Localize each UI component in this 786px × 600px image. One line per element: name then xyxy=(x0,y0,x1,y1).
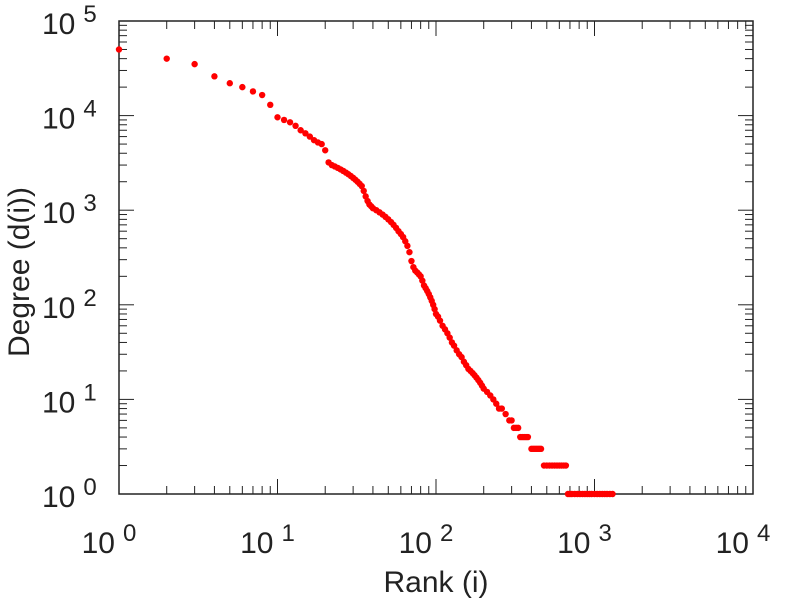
data-point xyxy=(358,182,365,190)
data-point xyxy=(239,83,246,91)
data-point xyxy=(609,490,616,498)
x-tick-label: 10 2 xyxy=(399,520,454,560)
y-axis-title: Degree (d(i)) xyxy=(3,187,36,357)
data-point xyxy=(292,122,299,130)
x-tick-label: 10 1 xyxy=(240,520,295,560)
data-point xyxy=(493,400,500,407)
data-point xyxy=(115,46,123,53)
data-point xyxy=(258,91,266,99)
y-tick-label: 10 1 xyxy=(42,379,97,419)
data-point xyxy=(514,424,522,432)
data-point xyxy=(297,127,304,134)
data-points xyxy=(115,46,616,498)
data-point xyxy=(446,334,453,341)
data-point xyxy=(431,305,438,313)
x-tick-labels: 10 0 10 1 10 2 10 3 10 4 xyxy=(82,520,771,560)
y-tick-label: 10 5 xyxy=(42,1,97,41)
data-point xyxy=(404,242,411,250)
data-point xyxy=(191,60,198,68)
y-tick-label: 10 3 xyxy=(42,190,97,230)
x-tick-label: 10 0 xyxy=(82,520,137,560)
data-point xyxy=(406,248,413,256)
data-point xyxy=(249,88,257,95)
data-point xyxy=(318,140,325,148)
data-point xyxy=(502,410,509,418)
minor-ticks xyxy=(118,20,754,495)
data-point xyxy=(322,147,329,154)
data-point xyxy=(286,119,294,126)
plot-frame xyxy=(118,20,754,495)
data-point xyxy=(562,462,570,469)
data-point xyxy=(280,116,288,124)
data-point xyxy=(524,433,532,441)
x-tick-label: 10 4 xyxy=(716,520,771,560)
data-point xyxy=(226,80,233,87)
y-tick-label: 10 4 xyxy=(42,96,97,136)
x-tick-label: 10 3 xyxy=(557,520,612,560)
data-point xyxy=(508,417,515,424)
data-point xyxy=(498,405,505,412)
data-point xyxy=(419,277,426,284)
data-point xyxy=(211,73,218,80)
y-tick-label: 10 0 xyxy=(42,474,97,514)
data-point xyxy=(267,101,274,109)
data-point xyxy=(408,257,415,265)
data-point xyxy=(163,55,170,62)
y-tick-label: 10 2 xyxy=(42,285,97,325)
data-point xyxy=(360,187,367,195)
x-axis-title: Rank (i) xyxy=(383,566,488,599)
data-point xyxy=(302,130,309,137)
data-point xyxy=(306,133,314,140)
data-point xyxy=(537,445,545,453)
data-point xyxy=(450,342,458,349)
data-point xyxy=(274,114,281,121)
data-point xyxy=(436,317,444,324)
